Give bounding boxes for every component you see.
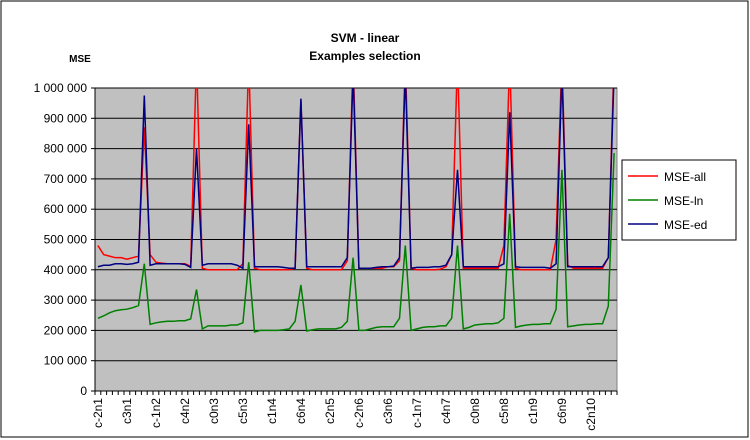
x-tick-label: c0n3	[207, 398, 221, 424]
y-tick-label: 700 000	[44, 172, 88, 186]
legend-label: MSE-all	[664, 170, 706, 184]
y-tick-label: 500 000	[44, 233, 88, 247]
y-tick-label: 0	[80, 384, 87, 398]
x-tick-label: c5n3	[236, 398, 250, 424]
x-tick-label: c4n7	[439, 398, 453, 424]
x-tick-label: c2n10	[584, 398, 598, 431]
x-tick-label: c1n4	[265, 398, 279, 424]
y-axis-label: MSE	[69, 54, 91, 65]
x-tick-label: c-1n2	[149, 398, 163, 428]
series-line	[97, 153, 615, 333]
chart-title: SVM - linear	[331, 31, 400, 45]
y-tick-label: 300 000	[44, 293, 88, 307]
x-tick-label: c3n6	[381, 398, 395, 424]
x-tick-label: c6n9	[555, 398, 569, 424]
y-tick-label: 900 000	[44, 111, 88, 125]
x-tick-label: c2n5	[323, 398, 337, 424]
legend-label: MSE-ln	[664, 194, 703, 208]
series-group	[97, 88, 615, 333]
y-tick-label: 600 000	[44, 202, 88, 216]
x-tick-label: c3n1	[120, 398, 134, 424]
x-tick-label: c4n2	[178, 398, 192, 424]
x-tick-label: c1n9	[526, 398, 540, 424]
y-tick-label: 1 000 000	[34, 81, 88, 95]
chart-subtitle: Examples selection	[309, 49, 420, 63]
x-tick-label: c-2n6	[352, 398, 366, 428]
x-tick-label: c5n8	[497, 398, 511, 424]
y-tick-label: 100 000	[44, 354, 88, 368]
y-tick-label: 400 000	[44, 263, 88, 277]
series-line	[97, 88, 615, 270]
legend-label: MSE-ed	[664, 218, 707, 232]
x-tick-label: c0n8	[468, 398, 482, 424]
x-tick-label: c6n4	[294, 398, 308, 424]
y-tick-label: 800 000	[44, 142, 88, 156]
y-tick-label: 200 000	[44, 323, 88, 337]
x-tick-label: c-2n1	[91, 398, 105, 428]
x-tick-label: c-1n7	[410, 398, 424, 428]
